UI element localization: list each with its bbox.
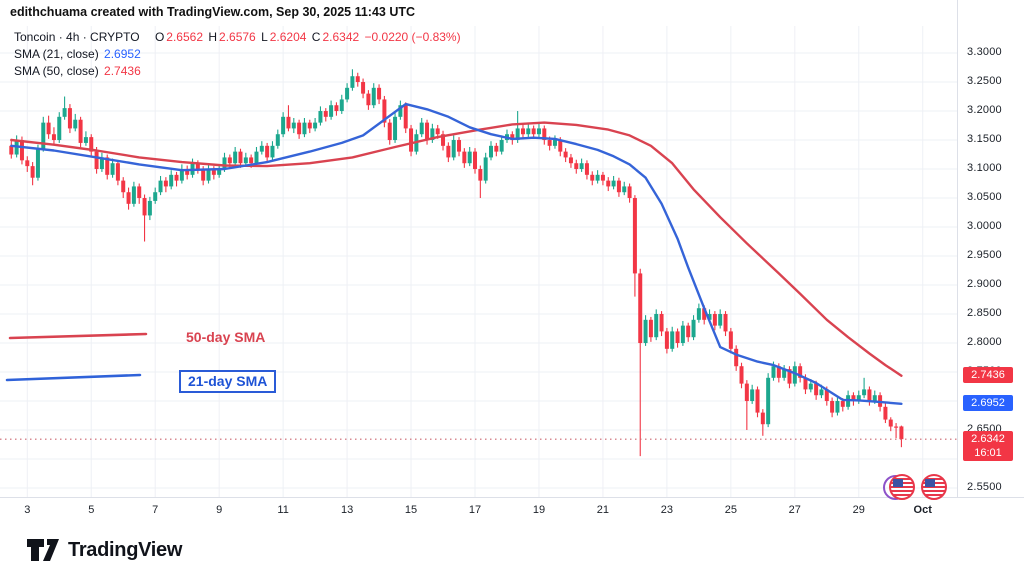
sma50-annotation-label[interactable]: 50-day SMA [186,329,266,345]
price-axis[interactable]: 3.3000 3.2500 3.2000 3.1500 3.1000 3.0500 3.00… [957,0,1024,497]
time-tick-label: 23 [660,504,673,516]
candlestick-chart[interactable] [0,0,957,497]
tradingview-logo[interactable]: TradingView [26,536,182,564]
sma21-price-badge: 2.6952 [963,395,1013,412]
price-tick-label: 3.1000 [967,162,1002,175]
price-tick-label: 3.0500 [967,191,1002,204]
time-tick-label: 3 [24,504,31,516]
sma21-annotation-label[interactable]: 21-day SMA [179,370,277,393]
time-tick-label: 11 [277,504,289,516]
time-axis[interactable]: 3 5 7 9 11 13 15 17 19 21 23 25 27 29 Oct [0,497,1024,530]
price-tick-label: 2.9000 [967,278,1002,291]
price-tick-label: 3.2500 [967,75,1002,88]
time-tick-label: 7 [152,504,159,516]
time-tick-label: 29 [852,504,865,516]
bar-countdown: 16:01 [974,446,1002,459]
symbol-flag-icons [883,474,949,501]
time-tick-label: 9 [216,504,223,516]
us-flag-icon [889,474,915,500]
price-tick-label: 2.5500 [967,481,1002,493]
attribution-text: edithchuama created with TradingView.com… [10,5,416,19]
last-price-badge: 2.6342 16:01 [963,430,1013,461]
time-tick-label: 17 [468,504,482,516]
time-tick-label: 15 [404,504,418,516]
tradingview-logo-text: TradingView [68,538,183,561]
price-tick-label: 2.8000 [967,336,1002,349]
time-tick-label: Oct [913,504,932,516]
price-tick-label: 2.9500 [967,249,1002,262]
sma50-price-badge: 2.7436 [963,367,1013,384]
time-tick-label: 25 [724,504,737,516]
price-tick-label: 3.3000 [967,46,1002,59]
tradingview-logo-icon [27,539,59,561]
time-tick-label: 5 [88,504,95,516]
time-tick-label: 13 [340,504,354,516]
price-tick-label: 3.2000 [967,104,1002,117]
time-tick-label: 21 [596,504,610,516]
time-tick-label: 27 [788,504,801,516]
us-flag-icon [921,474,947,500]
price-tick-label: 3.1500 [967,133,1002,146]
price-tick-label: 3.0000 [967,220,1002,233]
price-tick-label: 2.8500 [967,307,1002,320]
time-tick-label: 19 [532,504,546,516]
